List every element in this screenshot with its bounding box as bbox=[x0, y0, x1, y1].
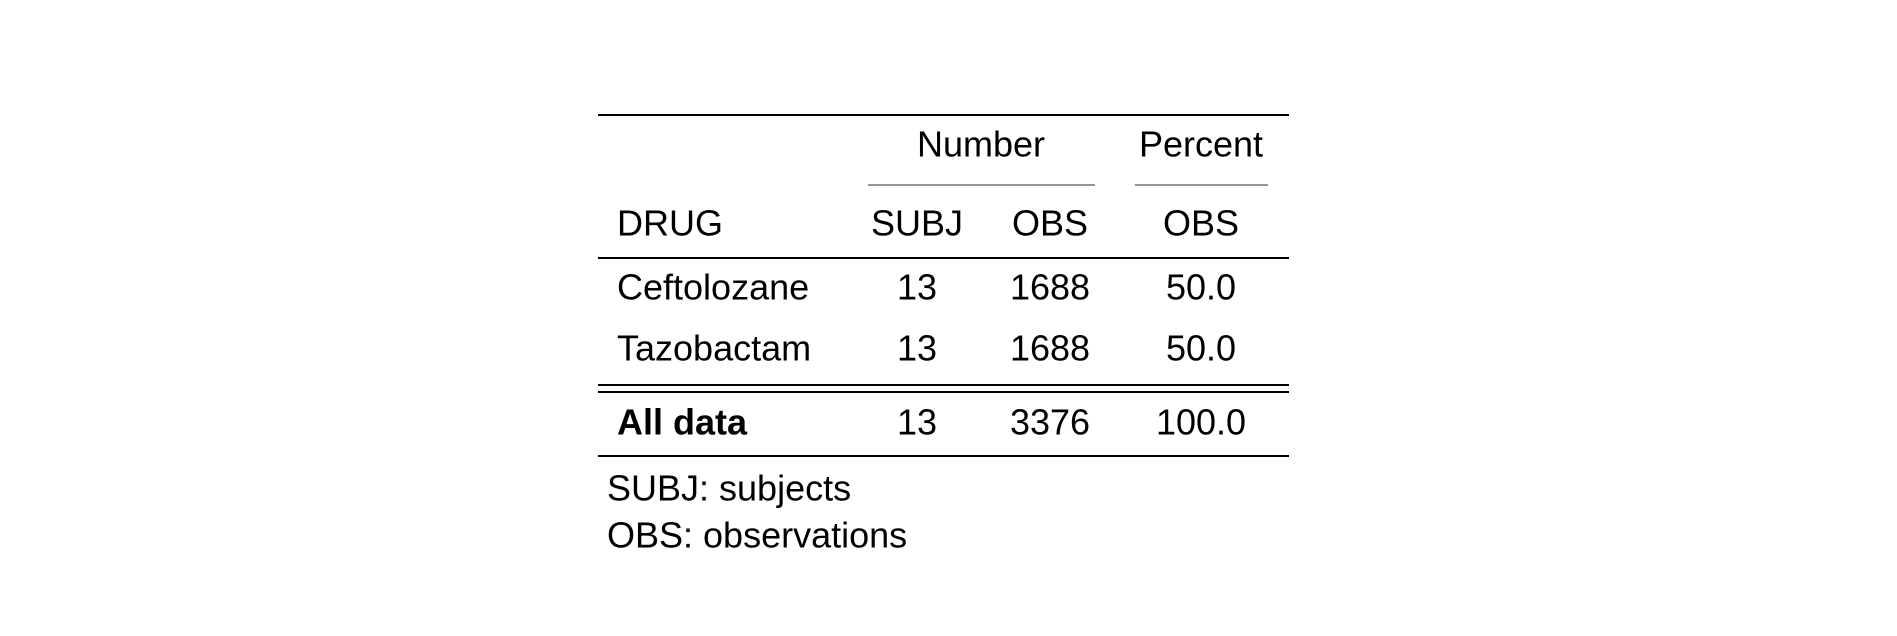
footnote: SUBJ: subjects bbox=[607, 468, 851, 509]
table-cell: 50.0 bbox=[1166, 267, 1236, 308]
footnote: OBS: observations bbox=[607, 515, 907, 556]
table-cell: 1688 bbox=[1010, 328, 1090, 369]
column-header: DRUG bbox=[617, 203, 723, 244]
column-header: OBS bbox=[1012, 203, 1088, 244]
table-cell: 13 bbox=[897, 267, 937, 308]
total-cell: 3376 bbox=[1010, 402, 1090, 443]
column-header: OBS bbox=[1163, 203, 1239, 244]
table-cell: 50.0 bbox=[1166, 328, 1236, 369]
total-cell: 13 bbox=[897, 402, 937, 443]
table-cell: 1688 bbox=[1010, 267, 1090, 308]
total-cell: All data bbox=[617, 402, 748, 443]
column-group: Number bbox=[917, 124, 1045, 165]
total-cell: 100.0 bbox=[1156, 402, 1246, 443]
column-header: SUBJ bbox=[871, 203, 963, 244]
table-cell: 13 bbox=[897, 328, 937, 369]
table-cell: Ceftolozane bbox=[617, 267, 809, 308]
table-cell: Tazobactam bbox=[617, 328, 811, 369]
column-group: Percent bbox=[1139, 124, 1263, 165]
